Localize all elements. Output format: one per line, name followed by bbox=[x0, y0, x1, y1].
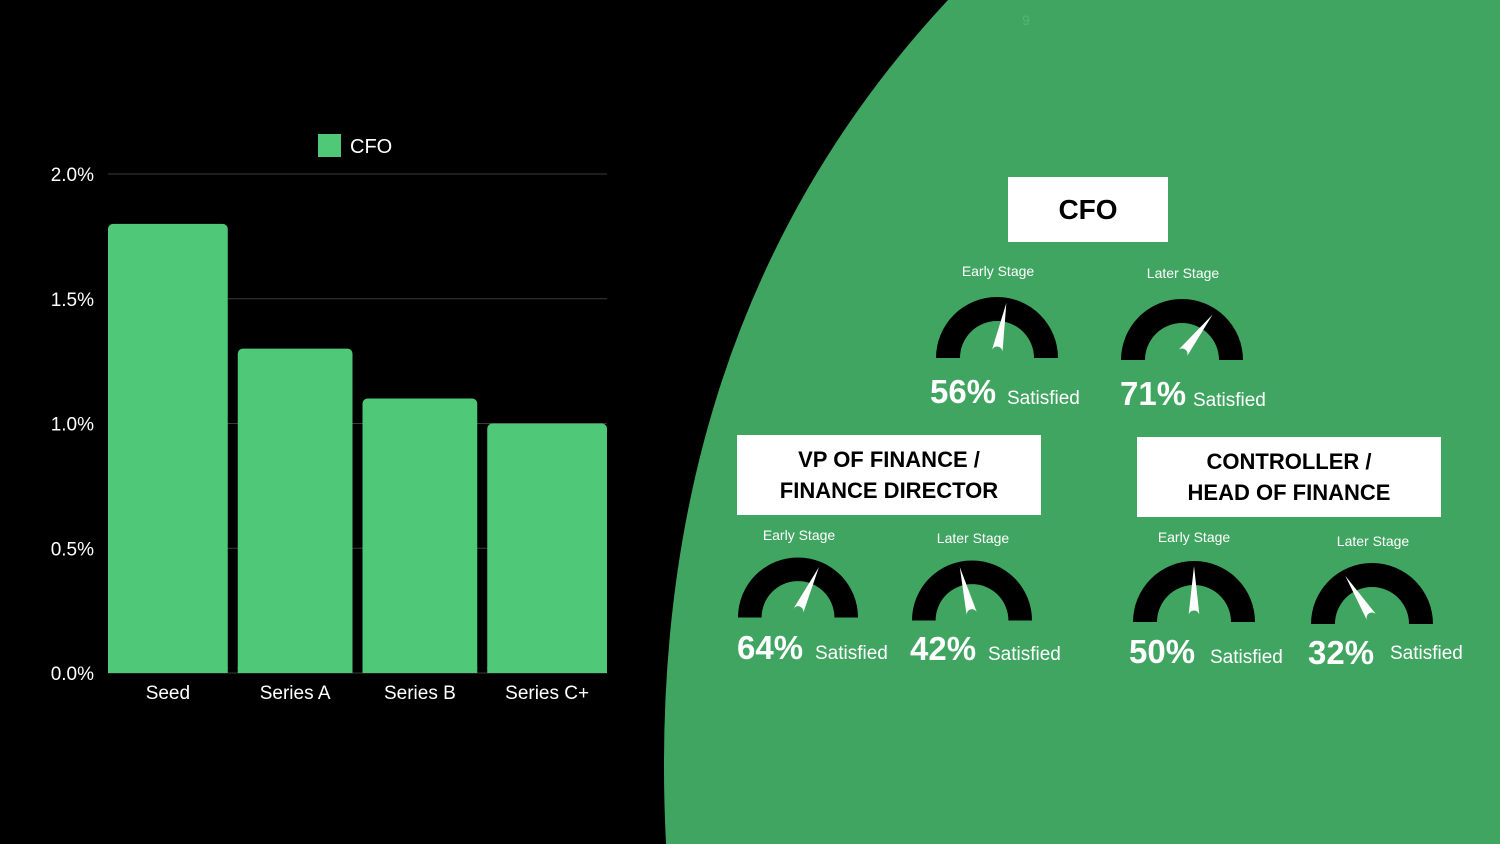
bar-base bbox=[487, 667, 607, 673]
x-tick-label: Series C+ bbox=[505, 683, 589, 704]
cfo-later-percent: 71% bbox=[1120, 375, 1187, 412]
bar-base bbox=[362, 667, 478, 673]
vp-later-percent: 42% bbox=[910, 630, 977, 667]
gauge-arc bbox=[1121, 299, 1243, 360]
cfo-title-box: CFO bbox=[1008, 177, 1168, 242]
controller-later-satisfied: Satisfied bbox=[1390, 643, 1463, 664]
bar-series-a bbox=[237, 348, 353, 673]
cfo-early-percent: 56% bbox=[930, 373, 997, 410]
gauge-needle bbox=[1345, 575, 1377, 621]
cfo-later-gauge bbox=[1121, 299, 1243, 360]
bar-series-c- bbox=[487, 423, 607, 673]
bar-base bbox=[237, 667, 353, 673]
controller-later-percent: 32% bbox=[1308, 634, 1375, 671]
bar-chart: 0.0% 0.5% 1.0% 1.5% 2.0% Seed Series A Series B… bbox=[51, 134, 607, 704]
gauge-needle bbox=[1188, 566, 1200, 616]
x-tick-label: Series B bbox=[384, 683, 456, 704]
cfo-early-satisfied: Satisfied bbox=[1007, 388, 1080, 409]
gauge-needle bbox=[991, 302, 1007, 354]
controller-title-box: CONTROLLER / HEAD OF FINANCE bbox=[1137, 437, 1441, 517]
controller-early-stage-label: Early Stage bbox=[1157, 529, 1231, 545]
legend-label: CFO bbox=[350, 136, 392, 158]
cfo-later-satisfied: Satisfied bbox=[1193, 390, 1266, 411]
controller-later-gauge bbox=[1311, 563, 1433, 624]
legend-swatch bbox=[318, 134, 341, 157]
vp-finance-title-line2: FINANCE DIRECTOR bbox=[779, 478, 999, 503]
gauge-arc bbox=[911, 560, 1033, 621]
controller-early-percent: 50% bbox=[1129, 633, 1196, 670]
cfo-early-gauge bbox=[936, 297, 1058, 358]
gauge-arc bbox=[1311, 563, 1433, 624]
bar-seed bbox=[108, 223, 228, 673]
gauge-arc bbox=[936, 297, 1058, 358]
x-tick-label: Seed bbox=[146, 683, 190, 704]
y-tick-label: 2.0% bbox=[51, 165, 94, 186]
vp-finance-title-line1: VP OF FINANCE / bbox=[798, 447, 980, 472]
vp-finance-title-box: VP OF FINANCE / FINANCE DIRECTOR bbox=[737, 435, 1041, 515]
controller-early-satisfied: Satisfied bbox=[1210, 647, 1283, 668]
gauge-arc bbox=[737, 557, 859, 618]
x-tick-label: Series A bbox=[260, 683, 331, 704]
vp-early-gauge bbox=[737, 557, 859, 618]
cfo-early-stage-label: Early Stage bbox=[961, 263, 1035, 279]
page-number: 9 bbox=[1022, 12, 1030, 28]
gauge-needle bbox=[959, 566, 978, 616]
vp-later-gauge bbox=[911, 560, 1033, 621]
gauge-needle bbox=[1177, 314, 1213, 358]
y-tick-label: 1.0% bbox=[51, 415, 94, 436]
vp-later-stage-label: Later Stage bbox=[936, 530, 1010, 546]
y-tick-label: 0.0% bbox=[51, 664, 94, 685]
vp-early-stage-label: Early Stage bbox=[762, 527, 836, 543]
y-tick-label: 0.5% bbox=[51, 539, 94, 560]
bar-series-b bbox=[362, 398, 478, 673]
gauge-arc bbox=[1133, 561, 1255, 622]
gauge-needle bbox=[793, 567, 819, 614]
cfo-title: CFO bbox=[1058, 194, 1118, 225]
controller-later-stage-label: Later Stage bbox=[1336, 533, 1410, 549]
controller-title-line1: CONTROLLER / bbox=[1206, 449, 1372, 474]
bar-base bbox=[108, 667, 228, 673]
vp-later-satisfied: Satisfied bbox=[988, 644, 1061, 665]
vp-early-percent: 64% bbox=[737, 629, 804, 666]
controller-early-gauge bbox=[1133, 561, 1255, 622]
vp-early-satisfied: Satisfied bbox=[815, 643, 888, 664]
y-tick-label: 1.5% bbox=[51, 290, 94, 311]
cfo-later-stage-label: Later Stage bbox=[1146, 265, 1220, 281]
controller-title-line2: HEAD OF FINANCE bbox=[1187, 480, 1391, 505]
